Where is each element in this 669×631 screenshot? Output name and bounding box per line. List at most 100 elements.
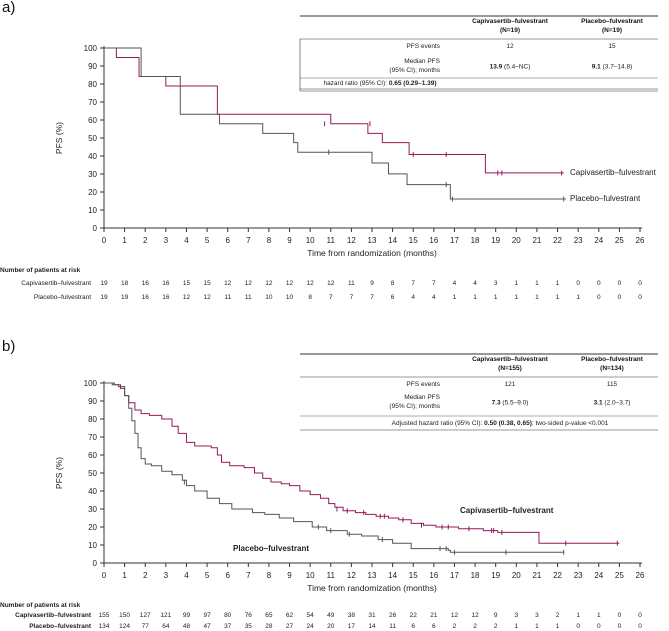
x-tick-label: 17 — [450, 236, 459, 245]
risk-value: 0 — [597, 294, 601, 301]
table-median-placebo: 9.1 (3.7–14.8) — [592, 64, 632, 71]
risk-value: 12 — [451, 612, 459, 619]
risk-row-label: Placebo–fulvestrant — [34, 294, 91, 301]
table-cell: 121 — [505, 381, 516, 388]
table-median-capi-part: (5.5–9.0) — [501, 400, 529, 407]
x-tick-label: 4 — [184, 236, 189, 245]
risk-value: 1 — [535, 280, 539, 287]
x-tick-label: 20 — [512, 571, 521, 580]
x-tick-label: 12 — [347, 236, 356, 245]
risk-value: 18 — [121, 280, 129, 287]
risk-value: 12 — [471, 612, 479, 619]
x-tick-label: 3 — [164, 571, 169, 580]
legend-placebo: Placebo–fulvestrant — [233, 544, 309, 553]
panel-label: b) — [2, 338, 15, 355]
risk-title: Number of patients at risk — [0, 267, 81, 274]
x-tick-label: 15 — [409, 236, 418, 245]
x-tick-label: 18 — [471, 236, 480, 245]
risk-value: 11 — [224, 294, 231, 301]
risk-value: 17 — [348, 623, 356, 630]
risk-value: 65 — [265, 612, 273, 619]
risk-value: 1 — [576, 294, 580, 301]
table-col1-n: (N=155) — [498, 365, 522, 372]
panel-label: a) — [2, 0, 15, 16]
risk-value: 0 — [618, 623, 622, 630]
risk-value: 3 — [494, 280, 498, 287]
y-tick-label: 100 — [84, 44, 98, 53]
x-tick-label: 26 — [636, 236, 645, 245]
risk-value: 15 — [203, 280, 211, 287]
risk-value: 20 — [327, 623, 335, 630]
x-tick-label: 4 — [184, 571, 189, 580]
table-cell: 115 — [607, 381, 618, 388]
x-tick-label: 22 — [553, 236, 562, 245]
risk-value: 16 — [142, 280, 150, 287]
risk-value: 12 — [307, 280, 315, 287]
risk-row-label: Capivasertib–fulvestrant — [15, 612, 92, 619]
risk-title: Number of patients at risk — [0, 602, 81, 609]
risk-value: 26 — [389, 612, 397, 619]
x-tick-label: 25 — [615, 236, 624, 245]
x-tick-label: 26 — [636, 571, 645, 580]
x-tick-label: 23 — [574, 236, 583, 245]
x-tick-label: 24 — [594, 571, 603, 580]
y-tick-label: 50 — [88, 134, 97, 143]
risk-value: 7 — [370, 294, 374, 301]
risk-value: 7 — [411, 280, 415, 287]
risk-value: 4 — [453, 280, 457, 287]
table-median-capi: 13.9 (5.4–NC) — [490, 64, 531, 71]
x-tick-label: 16 — [429, 571, 438, 580]
risk-value: 12 — [203, 294, 211, 301]
risk-value: 1 — [473, 294, 477, 301]
risk-value: 121 — [160, 612, 171, 619]
risk-value: 19 — [100, 294, 108, 301]
risk-value: 16 — [162, 294, 170, 301]
risk-value: 134 — [99, 623, 110, 630]
hazard-ratio-part: ; two-sided p-value <0.001 — [532, 420, 609, 427]
risk-value: 76 — [245, 612, 253, 619]
table-row-label: Median PFS — [404, 58, 440, 65]
x-tick-label: 2 — [143, 236, 148, 245]
table-row-label: Median PFS — [404, 394, 440, 401]
y-tick-label: 80 — [88, 415, 97, 424]
legend-placebo: Placebo–fulvestrant — [570, 194, 641, 203]
y-tick-label: 70 — [88, 433, 97, 442]
risk-value: 77 — [142, 623, 150, 630]
x-tick-label: 5 — [205, 571, 210, 580]
table-col2-n: (N=134) — [600, 365, 624, 372]
risk-value: 0 — [576, 623, 580, 630]
risk-value: 2 — [494, 623, 498, 630]
x-axis-title: Time from randomization (months) — [307, 583, 437, 593]
risk-value: 19 — [121, 294, 129, 301]
x-tick-label: 23 — [574, 571, 583, 580]
y-tick-label: 40 — [88, 487, 97, 496]
x-tick-label: 7 — [246, 571, 251, 580]
risk-value: 1 — [514, 623, 518, 630]
table-col2-header: Placebo–fulvestrant — [581, 18, 644, 25]
table-median-capi: 7.3 (5.5–9.0) — [492, 400, 529, 407]
risk-value: 12 — [286, 280, 294, 287]
risk-value: 1 — [494, 294, 498, 301]
x-tick-label: 6 — [225, 236, 230, 245]
risk-value: 6 — [432, 623, 436, 630]
y-tick-label: 20 — [88, 188, 97, 197]
table-median-capi-part: 7.3 — [492, 400, 501, 407]
risk-value: 3 — [535, 612, 539, 619]
y-tick-label: 30 — [88, 170, 97, 179]
table-cell: 12 — [506, 43, 514, 50]
risk-value: 97 — [203, 612, 211, 619]
x-tick-label: 21 — [532, 236, 541, 245]
km-curve-placebo — [104, 382, 564, 553]
table-median-capi-part: (5.4–NC) — [502, 64, 530, 71]
risk-value: 64 — [162, 623, 170, 630]
legend-capivasertib: Capivasertib–fulvestrant — [570, 168, 657, 177]
table-median-placebo-part: (2.0–3.7) — [603, 400, 631, 407]
y-tick-label: 90 — [88, 397, 97, 406]
risk-value: 47 — [203, 623, 211, 630]
y-tick-label: 60 — [88, 451, 97, 460]
x-tick-label: 21 — [532, 571, 541, 580]
y-tick-label: 10 — [88, 206, 97, 215]
risk-value: 12 — [183, 294, 191, 301]
x-tick-label: 18 — [471, 571, 480, 580]
